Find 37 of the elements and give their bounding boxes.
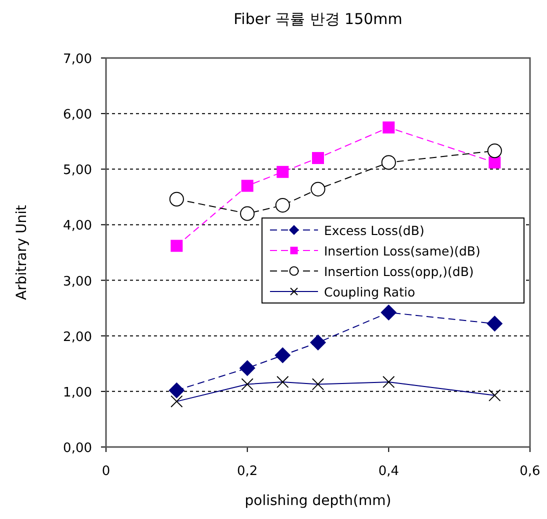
y-tick-label: 4,00: [63, 218, 92, 234]
y-tick-label: 6,00: [63, 108, 92, 123]
x-tick-label: 0: [102, 464, 110, 479]
point: [168, 382, 185, 398]
y-tick-label: 7,00: [63, 52, 92, 67]
point: [240, 206, 255, 221]
y-tick-label: 1,00: [63, 385, 92, 400]
point: [276, 166, 289, 178]
x-tick-label: 0,6: [520, 464, 540, 479]
legend-label: Insertion Loss(opp,)(dB): [324, 264, 474, 279]
x-axis-title: polishing depth(mm): [244, 493, 392, 509]
point: [312, 152, 324, 164]
point: [241, 180, 254, 192]
x-tick-label: 0,4: [378, 464, 400, 479]
y-tick-label: 3,00: [63, 274, 92, 290]
point: [487, 144, 502, 158]
point: [486, 316, 503, 332]
y-axis-title: Arbitrary Unit: [14, 204, 30, 300]
point: [169, 192, 184, 206]
y-tick-label: 5,00: [63, 163, 92, 178]
legend-label: Excess Loss(dB): [324, 223, 424, 238]
y-tick-label: 0,00: [63, 441, 92, 456]
point: [382, 121, 395, 134]
point: [381, 155, 396, 170]
point: [275, 198, 290, 213]
y-tick-label: 2,00: [63, 330, 92, 345]
point: [274, 347, 291, 364]
point: [380, 304, 397, 321]
point: [239, 360, 256, 376]
x-tick-label: 0,2: [236, 464, 258, 479]
point: [170, 240, 183, 252]
legend-label: Coupling Ratio: [324, 284, 416, 300]
chart-title: Fiber 곡률 반경 150mm: [234, 10, 402, 28]
point: [310, 334, 326, 351]
point: [310, 182, 326, 196]
point: [488, 156, 501, 168]
legend-label: Insertion Loss(same)(dB): [324, 244, 480, 258]
